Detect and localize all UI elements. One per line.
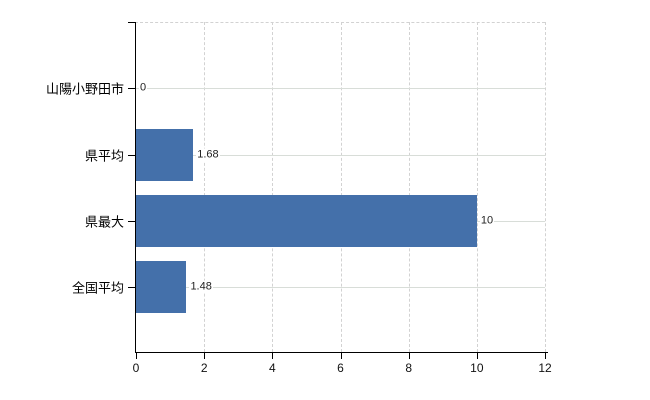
v-gridline [545,22,546,352]
y-tick-mark [128,88,135,89]
x-axis [135,352,548,353]
bar-value-label: 1.48 [189,280,213,294]
category-label: 山陽小野田市 [45,81,124,97]
v-gridline [340,22,342,352]
v-gridline [476,22,478,352]
x-tick-label: 8 [405,361,412,375]
x-tick-mark [408,353,410,359]
y-tick-mark [128,287,135,288]
x-tick-mark [545,353,546,359]
bar-value-label: 10 [479,214,495,228]
x-tick-label: 10 [470,361,484,375]
v-gridline [204,22,206,352]
y-axis-top-tick [128,22,135,23]
x-tick-label: 4 [268,361,276,375]
x-tick-label: 0 [132,361,140,375]
x-tick-label: 6 [337,361,344,375]
y-tick-mark [128,155,135,156]
x-tick-mark [272,353,274,359]
h-gridline [136,287,545,288]
bar [136,129,194,181]
x-tick-mark [204,353,206,359]
h-gridline [136,155,545,156]
x-tick-label: 2 [200,361,208,375]
y-axis [135,22,136,352]
h-gridline [136,88,545,89]
bar [136,195,477,247]
bar-value-label: 1.68 [196,148,220,162]
v-gridline [272,22,274,352]
plot-top-border [135,22,545,23]
category-label: 県最大 [84,214,124,230]
x-tick-label: 12 [538,361,552,375]
x-tick-mark [136,353,137,359]
x-tick-mark [340,353,342,359]
y-tick-mark [128,221,135,222]
category-label: 全国平均 [71,280,124,296]
bar [136,261,187,313]
bar-value-label: 0 [139,81,148,95]
x-tick-mark [476,353,478,359]
v-gridline [408,22,410,352]
category-label: 県平均 [84,148,124,164]
